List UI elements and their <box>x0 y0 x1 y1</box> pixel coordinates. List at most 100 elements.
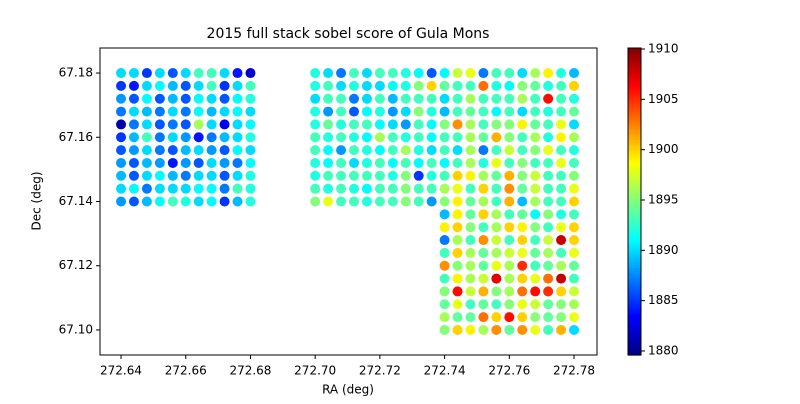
colorbar-step <box>628 191 641 195</box>
point <box>361 183 372 194</box>
point <box>219 119 230 130</box>
point <box>154 68 165 79</box>
point <box>310 80 321 91</box>
point <box>452 235 463 246</box>
point <box>556 106 567 117</box>
point <box>530 260 541 271</box>
point <box>232 68 243 79</box>
point <box>556 93 567 104</box>
point <box>413 145 424 156</box>
point <box>452 157 463 168</box>
point <box>543 80 554 91</box>
point <box>530 247 541 258</box>
colorbar-step <box>628 198 641 203</box>
point <box>452 312 463 323</box>
point <box>426 93 437 104</box>
x-tick-label: 272.66 <box>165 364 207 378</box>
colorbar-step <box>628 347 641 351</box>
point <box>530 312 541 323</box>
point <box>478 222 489 233</box>
point <box>543 106 554 117</box>
point <box>232 132 243 143</box>
point <box>465 119 476 130</box>
colorbar-step <box>628 124 641 128</box>
point <box>478 260 489 271</box>
point <box>387 170 398 181</box>
point <box>128 119 139 130</box>
point <box>426 157 437 168</box>
point <box>478 183 489 194</box>
point <box>387 157 398 168</box>
point <box>517 68 528 79</box>
point <box>569 80 580 91</box>
x-tick-label: 272.78 <box>553 364 595 378</box>
point <box>452 196 463 207</box>
point <box>426 68 437 79</box>
colorbar-step <box>628 288 641 292</box>
colorbar-step <box>628 303 641 307</box>
point <box>556 157 567 168</box>
point <box>465 312 476 323</box>
point <box>517 119 528 130</box>
colorbar-step <box>628 137 641 141</box>
point <box>517 132 528 143</box>
colorbar-tick-label: 1890 <box>648 243 679 257</box>
point <box>206 183 217 194</box>
point <box>478 196 489 207</box>
point <box>569 157 580 168</box>
colorbar-step <box>628 247 641 251</box>
point <box>556 312 567 323</box>
point <box>556 183 567 194</box>
colorbar-step <box>628 78 641 82</box>
point <box>374 145 385 156</box>
colorbar-step <box>628 94 641 98</box>
y-tick-label: 67.10 <box>59 322 93 336</box>
colorbar-step <box>628 352 641 356</box>
point <box>439 299 450 310</box>
colorbar-step <box>628 55 641 59</box>
colorbar-step <box>628 193 641 197</box>
colorbar-step <box>628 175 641 180</box>
point <box>374 183 385 194</box>
point <box>439 132 450 143</box>
point <box>530 286 541 297</box>
point <box>491 299 502 310</box>
point <box>543 235 554 246</box>
colorbar-step <box>628 239 641 244</box>
point <box>180 196 191 207</box>
point <box>504 80 515 91</box>
point <box>556 260 567 271</box>
point <box>530 93 541 104</box>
point <box>116 170 127 181</box>
colorbar-step <box>628 232 641 236</box>
point <box>374 68 385 79</box>
point <box>504 196 515 207</box>
point <box>478 119 489 130</box>
point <box>141 80 152 91</box>
colorbar-step <box>628 53 641 57</box>
point <box>400 196 411 207</box>
point <box>439 235 450 246</box>
point <box>400 157 411 168</box>
point <box>413 106 424 117</box>
point <box>569 235 580 246</box>
point <box>361 93 372 104</box>
point <box>504 324 515 335</box>
point <box>452 119 463 130</box>
colorbar-step <box>628 111 641 116</box>
point <box>128 106 139 117</box>
point <box>245 93 256 104</box>
colorbar-step <box>628 170 641 174</box>
point <box>543 145 554 156</box>
point <box>116 157 127 168</box>
point <box>465 93 476 104</box>
point <box>543 183 554 194</box>
point <box>349 80 360 91</box>
point <box>504 170 515 181</box>
point <box>439 209 450 220</box>
point <box>569 247 580 258</box>
x-axis-label: RA (deg) <box>322 383 374 397</box>
point <box>400 106 411 117</box>
point <box>504 273 515 284</box>
point <box>556 235 567 246</box>
